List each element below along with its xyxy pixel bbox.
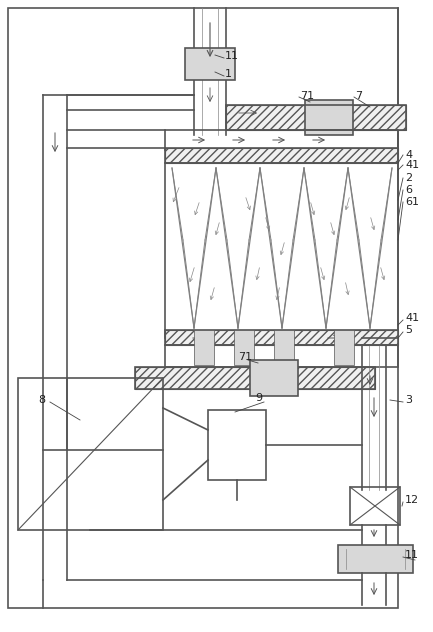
Bar — [165, 130, 398, 150]
Bar — [250, 360, 298, 396]
Bar — [135, 367, 375, 389]
Text: 4: 4 — [405, 150, 412, 160]
Bar — [18, 378, 163, 530]
Bar — [165, 148, 398, 163]
Bar — [208, 410, 266, 480]
Text: 61: 61 — [405, 197, 419, 207]
Bar — [165, 148, 398, 163]
Bar — [226, 105, 406, 130]
Bar — [165, 345, 398, 367]
Bar — [165, 330, 398, 345]
Bar — [334, 330, 354, 365]
Text: 71: 71 — [238, 352, 252, 362]
Text: 2: 2 — [405, 173, 412, 183]
Text: 7: 7 — [355, 91, 362, 101]
Text: 9: 9 — [255, 393, 262, 403]
Text: 5: 5 — [405, 325, 412, 335]
Text: 71: 71 — [300, 91, 314, 101]
Text: 12: 12 — [405, 495, 419, 505]
Bar — [194, 330, 214, 365]
Bar — [165, 163, 398, 338]
Text: 41: 41 — [405, 160, 419, 170]
Bar — [350, 487, 400, 525]
Bar — [234, 330, 254, 365]
Text: 1: 1 — [225, 69, 232, 79]
Bar — [305, 100, 353, 135]
Text: 3: 3 — [405, 395, 412, 405]
Text: 11: 11 — [225, 51, 239, 61]
Bar — [338, 545, 413, 573]
Text: 11: 11 — [405, 550, 419, 560]
Bar — [226, 105, 406, 130]
Bar — [185, 48, 235, 80]
Bar — [274, 330, 294, 365]
Text: 6: 6 — [405, 185, 412, 195]
Bar — [165, 330, 398, 345]
Text: 8: 8 — [38, 395, 45, 405]
Text: 41: 41 — [405, 313, 419, 323]
Bar — [135, 367, 375, 389]
